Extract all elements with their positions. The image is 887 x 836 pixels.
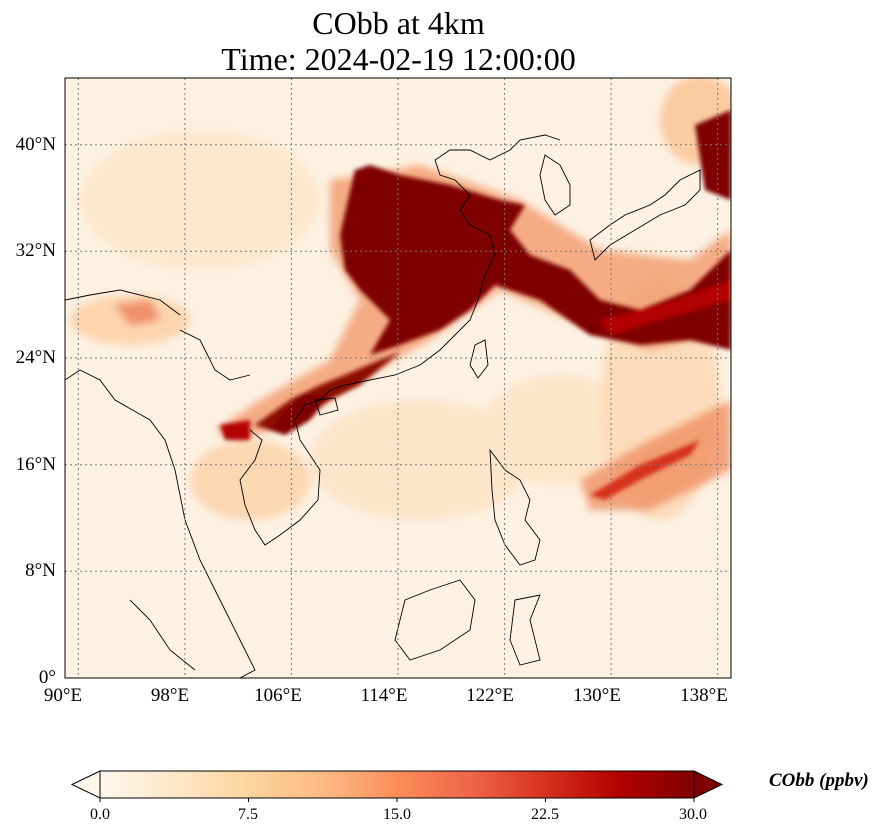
- xtick-label: 130°E: [573, 685, 621, 706]
- ytick-label: 32°N: [15, 240, 56, 261]
- colorbar-extend-max: [693, 770, 724, 799]
- gridlines: [65, 78, 731, 678]
- colorbar-extend-min: [70, 770, 101, 799]
- colorbar-tick-label: 30.0: [679, 806, 707, 823]
- colorbar-gradient: [100, 771, 694, 798]
- xtick-label: 106°E: [254, 685, 302, 706]
- colorbar-tick-label: 15.0: [383, 806, 411, 823]
- ytick-label: 8°N: [25, 560, 56, 581]
- map-frame: [64, 77, 732, 679]
- colorbar-tick-label: 22.5: [531, 806, 559, 823]
- coastlines: [65, 134, 701, 678]
- ytick-label: 16°N: [15, 454, 56, 475]
- xtick-label: 122°E: [466, 685, 514, 706]
- xtick-label: 138°E: [680, 685, 728, 706]
- colorbar: [70, 770, 724, 802]
- ytick-label: 40°N: [15, 134, 56, 155]
- ytick-label: 24°N: [15, 347, 56, 368]
- colorbar-label: CObb (ppbv): [769, 770, 869, 791]
- colorbar-tick-label: 7.5: [238, 806, 258, 823]
- map-subtitle-time: Time: 2024-02-19 12:00:00: [221, 41, 576, 77]
- ytick-label: 0°: [38, 667, 56, 688]
- xtick-label: 98°E: [150, 685, 190, 706]
- xtick-label: 114°E: [360, 685, 408, 706]
- map-title: CObb at 4km: [312, 5, 485, 41]
- xtick-label: 90°E: [43, 685, 83, 706]
- concentration-field: [65, 78, 731, 678]
- colorbar-tick-label: 0.0: [90, 806, 110, 823]
